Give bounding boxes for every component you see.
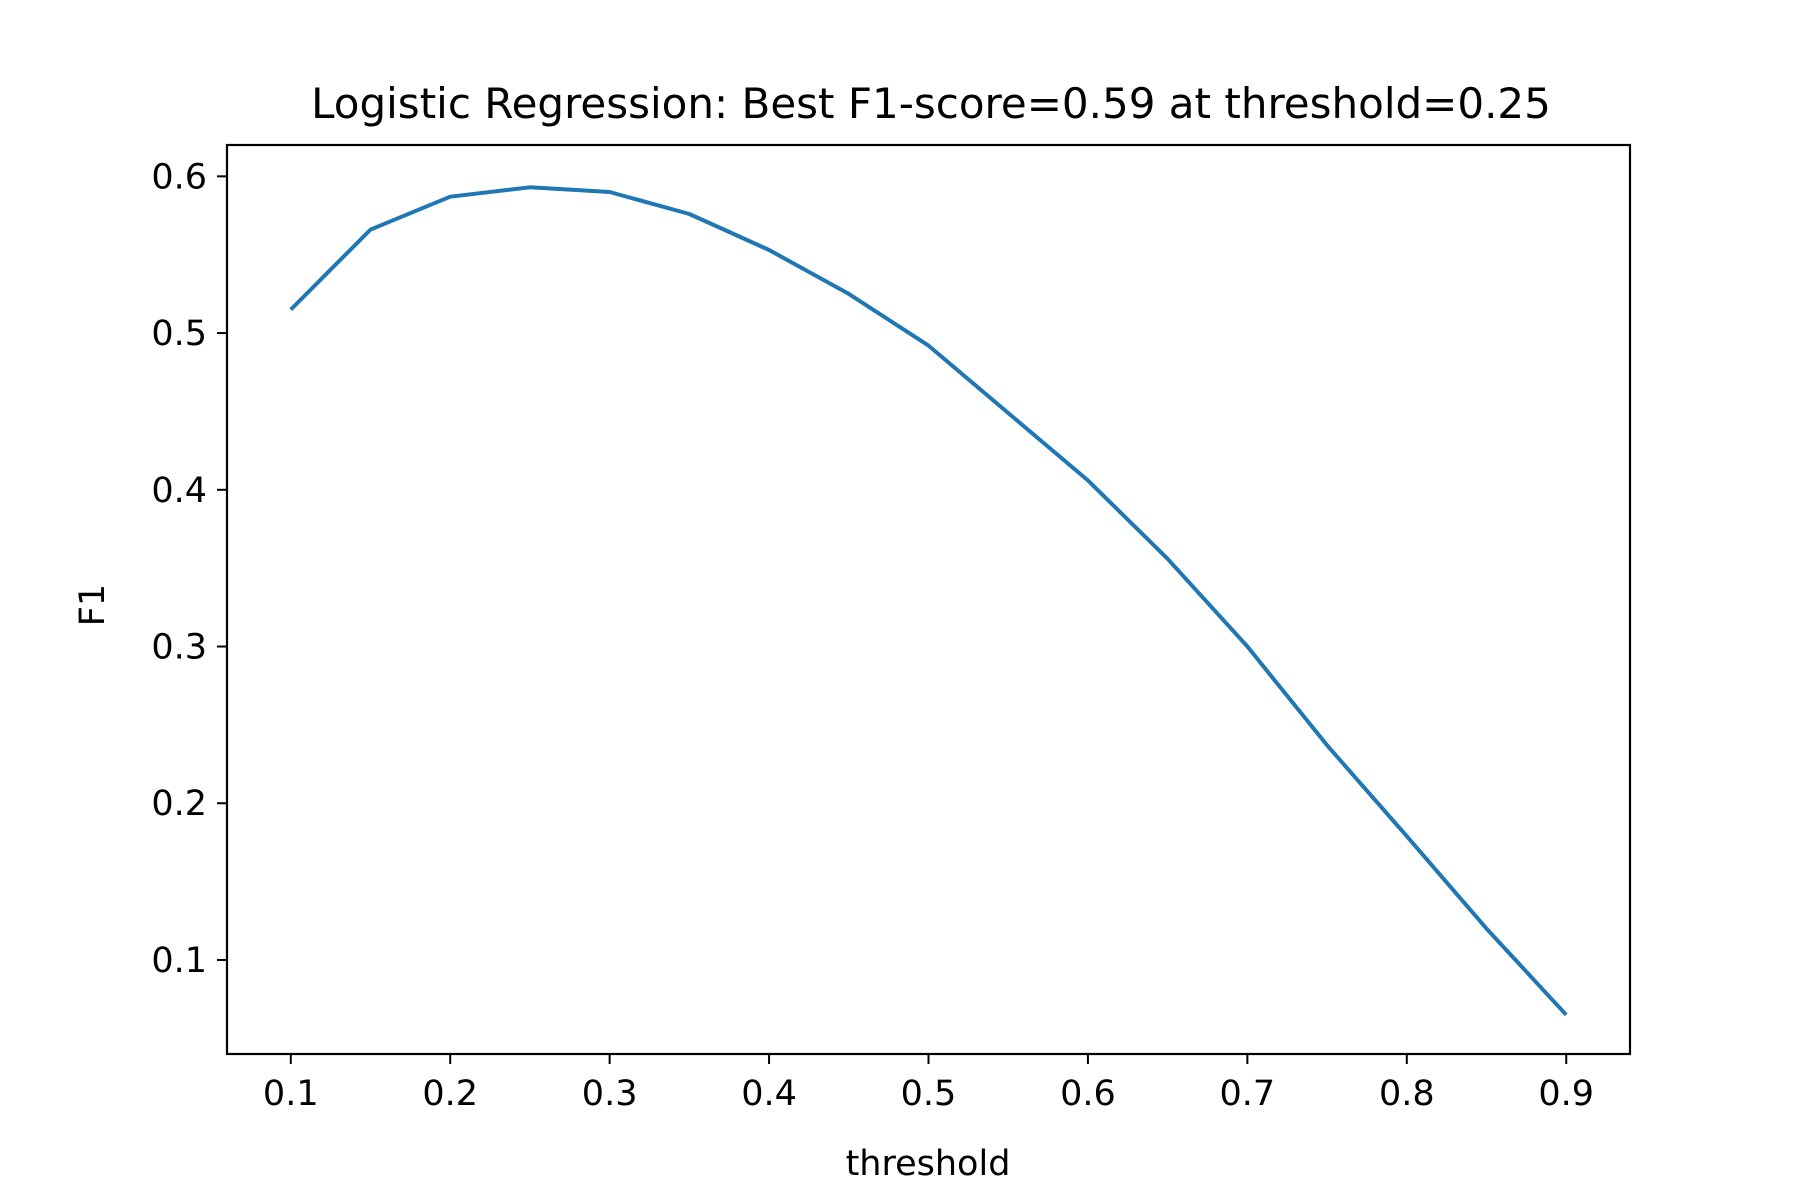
x-tick-label: 0.2 xyxy=(422,1074,478,1114)
x-tick-label: 0.4 xyxy=(741,1074,797,1114)
y-tick-label: 0.5 xyxy=(151,314,207,354)
y-tick-label: 0.1 xyxy=(151,941,207,981)
y-axis-label: F1 xyxy=(73,584,113,626)
x-tick-label: 0.5 xyxy=(901,1074,957,1114)
x-tick-label: 0.7 xyxy=(1220,1074,1276,1114)
x-tick-label: 0.3 xyxy=(582,1074,638,1114)
y-tick-label: 0.6 xyxy=(151,157,207,197)
y-tick-label: 0.2 xyxy=(151,784,207,824)
y-tick-label: 0.3 xyxy=(151,628,207,668)
x-tick-label: 0.6 xyxy=(1060,1074,1116,1114)
x-tick-label: 0.1 xyxy=(263,1074,319,1114)
x-axis-label: threshold xyxy=(846,1144,1011,1184)
f1-series-line xyxy=(289,185,1568,1017)
x-tick-label: 0.8 xyxy=(1379,1074,1435,1114)
y-axis-ticks: 0.1 0.2 0.3 0.4 0.5 0.6 xyxy=(151,157,227,981)
chart-title: Logistic Regression: Best F1-score=0.59 … xyxy=(311,79,1551,128)
x-axis-ticks: 0.1 0.2 0.3 0.4 0.5 0.6 0.7 0.8 0.9 xyxy=(263,1054,1594,1114)
x-tick-label: 0.9 xyxy=(1538,1074,1594,1114)
y-tick-label: 0.4 xyxy=(151,471,207,511)
